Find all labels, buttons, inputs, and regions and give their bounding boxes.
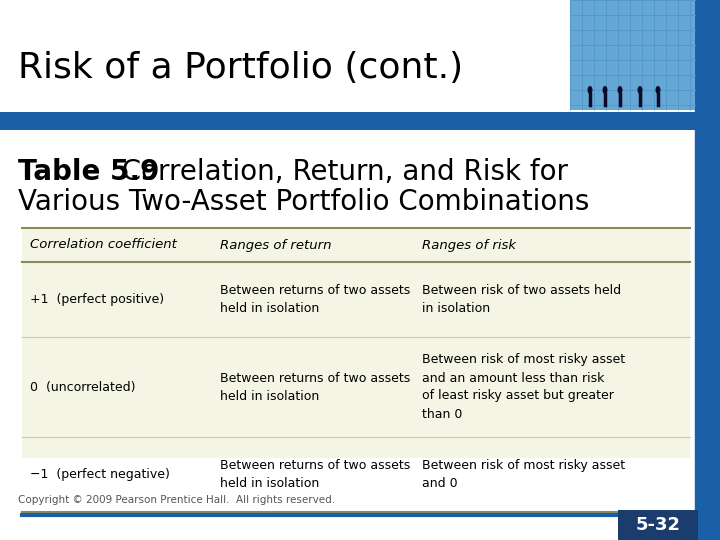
Text: Risk of a Portfolio (cont.): Risk of a Portfolio (cont.) [18, 51, 463, 85]
Bar [22, 228, 690, 458]
Text: Between risk of most risky asset
and an amount less than risk
of least risky ass: Between risk of most risky asset and an … [422, 354, 625, 421]
Text: −1  (perfect negative): −1 (perfect negative) [30, 468, 170, 481]
Text: Copyright © 2009 Pearson Prentice Hall.  All rights reserved.: Copyright © 2009 Pearson Prentice Hall. … [18, 495, 335, 505]
Text: Ranges of risk: Ranges of risk [422, 239, 516, 252]
Text: Various Two-Asset Portfolio Combinations: Various Two-Asset Portfolio Combinations [18, 188, 590, 216]
Bar [570, 0, 695, 110]
Text: Table 5.9: Table 5.9 [18, 158, 159, 186]
Bar [0, 112, 697, 130]
Bar [695, 0, 720, 540]
Ellipse shape [618, 86, 623, 94]
Text: Between returns of two assets
held in isolation: Between returns of two assets held in is… [220, 459, 410, 490]
Text: Correlation coefficient: Correlation coefficient [30, 239, 177, 252]
Bar [618, 510, 698, 540]
Text: Between risk of most risky asset
and 0: Between risk of most risky asset and 0 [422, 459, 625, 490]
Text: Between returns of two assets
held in isolation: Between returns of two assets held in is… [220, 372, 410, 402]
Bar [570, 0, 695, 110]
Text: 5-32: 5-32 [636, 516, 680, 534]
Text: 0  (uncorrelated): 0 (uncorrelated) [30, 381, 135, 394]
Ellipse shape [655, 86, 660, 94]
Text: Ranges of return: Ranges of return [220, 239, 331, 252]
Text: +1  (perfect positive): +1 (perfect positive) [30, 293, 164, 306]
Ellipse shape [637, 86, 642, 94]
Text: Between risk of two assets held
in isolation: Between risk of two assets held in isola… [422, 284, 621, 315]
Text: Correlation, Return, and Risk for: Correlation, Return, and Risk for [104, 158, 568, 186]
Ellipse shape [603, 86, 608, 94]
Text: Between returns of two assets
held in isolation: Between returns of two assets held in is… [220, 284, 410, 315]
Ellipse shape [588, 86, 593, 94]
